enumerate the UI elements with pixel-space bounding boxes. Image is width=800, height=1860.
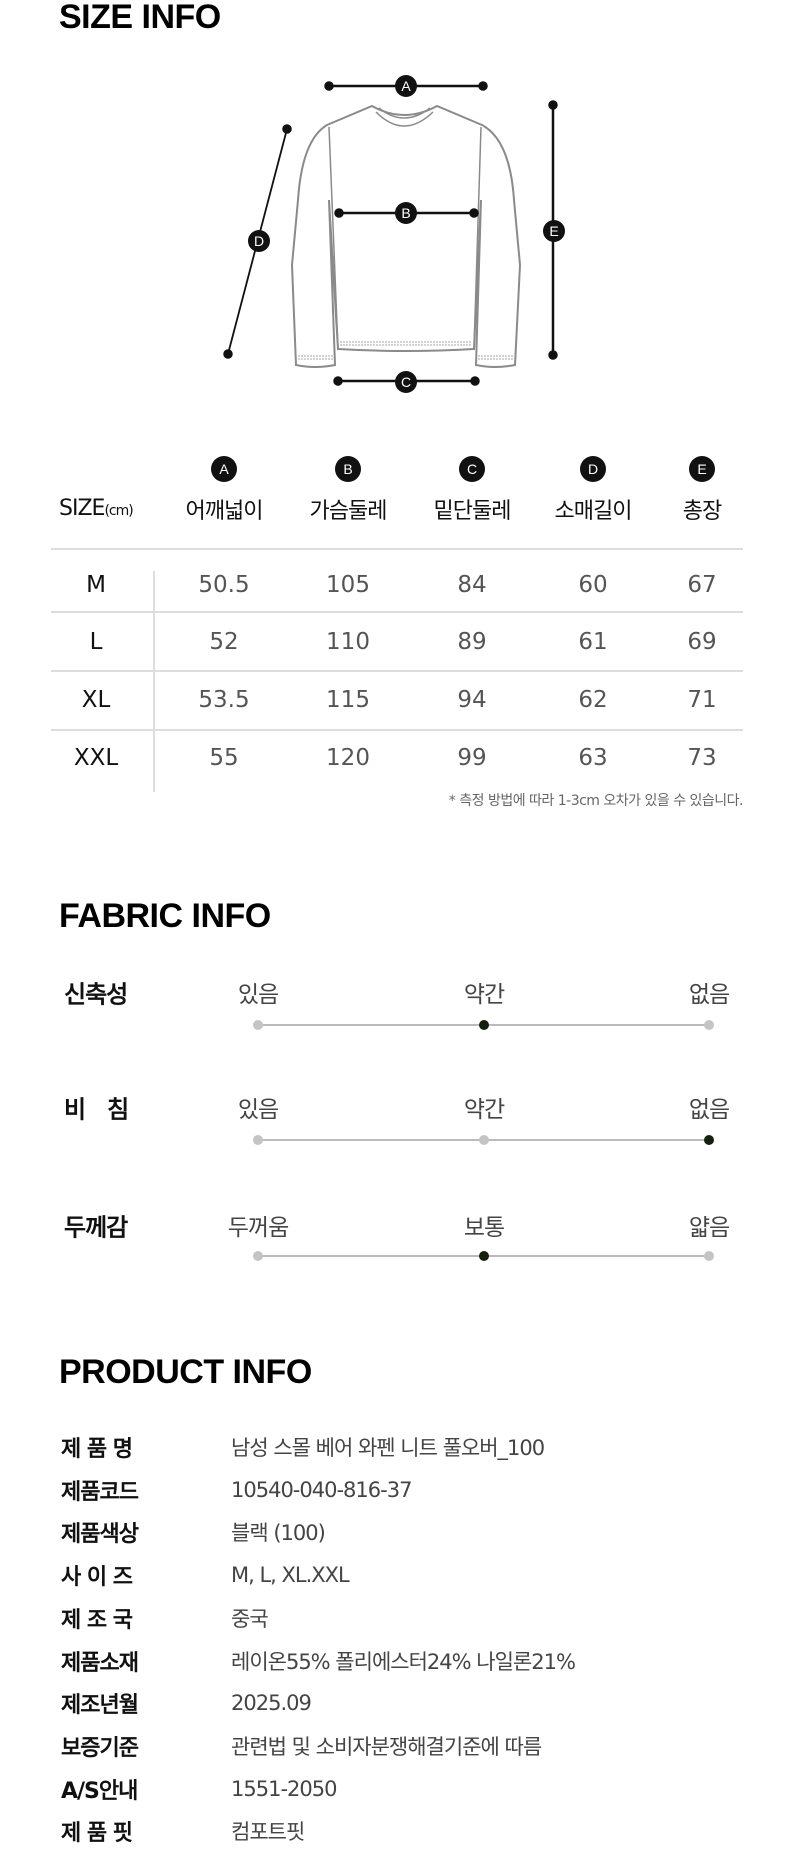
scale-dot [253,1135,263,1145]
measurement-note: * 측정 방법에 따라 1-3cm 오차가 있을 수 있습니다. [448,793,744,809]
column-header: 소매길이 [554,499,633,524]
scale-option-label: 약간 [463,982,505,1008]
scale-option-label: 보통 [463,1215,505,1241]
marker-c: C [395,371,417,393]
scale-option-label: 없음 [688,1097,730,1123]
column-header: 밑단둘레 [433,499,512,524]
fabric-attribute-label: 신축성 [64,980,128,1009]
product-info-label: 제품색상 [61,1522,139,1548]
scale-dot-selected [479,1020,489,1030]
product-info-label: 제품코드 [61,1479,139,1505]
measurement-cell: 52 [209,629,239,655]
marker-a: A [395,75,417,97]
product-info-label: 제 조 국 [61,1607,133,1633]
column-marker-c: C [459,456,485,482]
column-header: 가슴둘레 [309,499,388,524]
row-divider [51,611,743,613]
measurement-cell: 89 [457,629,487,655]
scale-dot [704,1020,714,1030]
scale-option-label: 약간 [463,1097,505,1123]
product-info-label: 제 품 핏 [61,1821,133,1847]
measurement-cell: 69 [687,629,717,655]
column-marker-d: D [580,456,606,482]
sweater-measurement-diagram [223,81,558,386]
size-info-title: SIZE INFO [59,0,221,36]
scale-option-label: 얇음 [688,1215,730,1241]
product-info-label: 사 이 즈 [61,1565,133,1591]
measurement-cell: 53.5 [198,687,250,713]
size-header-label: SIZE [59,496,105,521]
product-info-value: 2025.09 [231,1691,312,1716]
measurement-cell: 67 [687,572,717,598]
product-info-title: PRODUCT INFO [59,1353,312,1391]
scale-option-label: 있음 [237,1097,279,1123]
product-info-value: 관련법 및 소비자분쟁해결기준에 따름 [231,1734,542,1759]
scale-dot [704,1251,714,1261]
product-info-label: 제품소재 [61,1650,139,1676]
size-column-divider [153,571,155,792]
fabric-info-title: FABRIC INFO [59,897,271,935]
measurement-cell: 61 [578,629,608,655]
product-info-label: A/S안내 [61,1778,138,1804]
scale-dot [479,1135,489,1145]
scale-dot-selected [704,1135,714,1145]
marker-e: E [543,220,565,242]
row-divider [51,729,743,731]
fabric-attribute-label: 두께감 [64,1213,128,1242]
product-info-value: 남성 스몰 베어 와펜 니트 풀오버_100 [231,1436,545,1460]
measurement-cell: 84 [457,572,487,598]
size-cell: L [89,629,103,655]
table-header-divider [51,548,743,550]
measurement-cell: 55 [209,745,239,771]
measurement-cell: 50.5 [198,572,250,598]
measurement-cell: 94 [457,687,487,713]
product-info-label: 보증기준 [61,1735,139,1761]
measurement-cell: 115 [326,687,370,713]
column-header: 총장 [682,499,722,524]
product-info-value: 블랙 (100) [231,1521,326,1546]
measurement-cell: 110 [326,629,370,655]
product-info-label: 제 품 명 [61,1437,133,1462]
product-info-value: 레이온55% 폴리에스터24% 나일론21% [231,1649,576,1674]
product-info-value: 1551-2050 [231,1776,337,1801]
marker-b: B [395,202,417,224]
column-marker-b: B [335,456,361,482]
product-info-label: 제조년월 [61,1693,139,1719]
measurement-cell: 71 [687,687,717,713]
size-cell: XL [81,687,111,713]
measurement-cell: 73 [687,745,717,771]
fabric-attribute-label: 비 침 [64,1095,129,1124]
sweater-outline [290,104,522,368]
column-marker-e: E [689,456,715,482]
product-info-value: M, L, XL.XXL [231,1563,350,1588]
product-info-value: 컴포트핏 [231,1820,305,1845]
marker-d: D [248,230,270,252]
scale-option-label: 있음 [237,982,279,1008]
measurement-cell: 63 [578,745,608,771]
measurement-cell: 105 [326,572,370,598]
scale-dot-selected [479,1251,489,1261]
product-info-value: 중국 [231,1606,269,1631]
column-header: 어깨넓이 [185,499,264,524]
row-divider [51,670,743,672]
measurement-cell: 120 [326,745,370,771]
size-cell: M [86,572,106,598]
scale-dot [253,1020,263,1030]
product-info-value: 10540-040-816-37 [231,1477,412,1502]
size-column-header: SIZE(cm) [59,496,134,521]
size-cell: XXL [73,745,119,771]
measurement-cell: 60 [578,572,608,598]
scale-dot [253,1251,263,1261]
measurement-cell: 99 [457,745,487,771]
scale-option-label: 두꺼움 [227,1215,289,1241]
measurement-cell: 62 [578,687,608,713]
scale-option-label: 없음 [688,982,730,1008]
column-marker-a: A [211,456,237,482]
size-unit-label: (cm) [104,503,133,519]
